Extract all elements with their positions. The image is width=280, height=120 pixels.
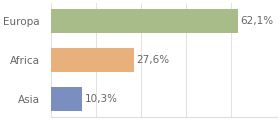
Bar xyxy=(50,9,238,33)
Text: 62,1%: 62,1% xyxy=(241,16,274,26)
Bar xyxy=(50,48,134,72)
Text: 27,6%: 27,6% xyxy=(137,55,170,65)
Text: 10,3%: 10,3% xyxy=(85,94,118,104)
Bar xyxy=(50,87,81,111)
